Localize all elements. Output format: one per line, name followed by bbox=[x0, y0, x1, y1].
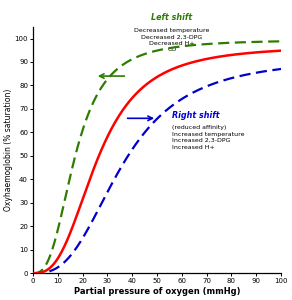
Text: Right shift: Right shift bbox=[172, 111, 220, 120]
Y-axis label: Oxyhaemoglobin (% saturation): Oxyhaemoglobin (% saturation) bbox=[4, 89, 13, 211]
Text: Left shift: Left shift bbox=[151, 13, 192, 22]
X-axis label: Partial pressure of oxygen (mmHg): Partial pressure of oxygen (mmHg) bbox=[74, 287, 240, 296]
Text: (reduced affinity)
Increased temperature
Increased 2,3-DPG
Increased H+: (reduced affinity) Increased temperature… bbox=[172, 125, 244, 149]
Text: Decreased temperature
Decreased 2,3-DPG
Decreased H+
CO: Decreased temperature Decreased 2,3-DPG … bbox=[134, 28, 210, 52]
